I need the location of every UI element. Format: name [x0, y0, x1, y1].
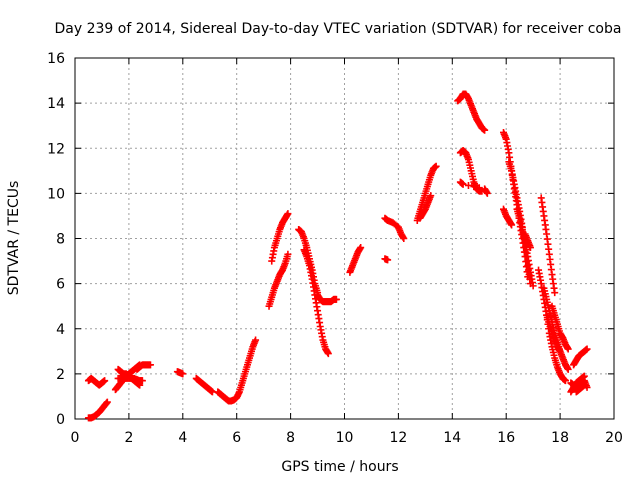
data-point	[284, 210, 292, 218]
data-point	[561, 377, 569, 385]
y-tick-label: 0	[56, 412, 65, 428]
data-point	[427, 192, 435, 200]
chart-title: Day 239 of 2014, Sidereal Day-to-day VTE…	[55, 21, 622, 37]
data-point	[146, 361, 154, 369]
data-point	[464, 181, 472, 189]
x-tick-label: 12	[389, 430, 407, 446]
x-tick-label: 0	[71, 430, 80, 446]
x-tick-label: 20	[605, 430, 623, 446]
y-tick-label: 2	[56, 367, 65, 383]
x-tick-label: 16	[497, 430, 515, 446]
y-tick-label: 6	[56, 277, 65, 293]
data-point	[357, 244, 365, 252]
y-tick-label: 16	[47, 51, 65, 67]
data-point	[529, 282, 537, 290]
data-point	[475, 184, 483, 192]
data-point	[101, 377, 109, 385]
x-tick-label: 14	[443, 430, 461, 446]
data-point	[384, 256, 392, 264]
x-tick-label: 6	[232, 430, 241, 446]
data-point	[564, 345, 572, 353]
data-point	[252, 336, 260, 344]
data-point	[432, 162, 440, 170]
y-axis-label: SDTVAR / TECUs	[6, 181, 22, 296]
data-point	[556, 347, 564, 355]
data-point	[103, 398, 111, 406]
x-tick-label: 8	[286, 430, 295, 446]
data-point	[483, 189, 491, 197]
axis-ticks: 0 2 4 6 8 10 12 14 16 18 20 0 2 4 6 8 10 12 14 16	[47, 51, 623, 446]
y-tick-label: 14	[47, 96, 65, 112]
data-point	[564, 365, 572, 373]
data-point	[526, 244, 534, 252]
y-tick-label: 12	[47, 141, 65, 157]
data-point	[551, 289, 559, 297]
data-point	[580, 381, 588, 389]
data-point	[508, 221, 516, 229]
data-point	[324, 350, 332, 358]
data-point	[583, 345, 591, 353]
y-tick-label: 8	[56, 232, 65, 248]
data-point	[332, 295, 340, 303]
y-tick-label: 4	[56, 322, 65, 338]
grid	[75, 58, 614, 419]
x-tick-label: 18	[551, 430, 569, 446]
y-tick-label: 10	[47, 186, 65, 202]
x-tick-label: 4	[178, 430, 187, 446]
data-point	[459, 180, 467, 188]
data-point	[470, 183, 478, 191]
data-point	[481, 126, 489, 134]
data-point	[400, 235, 408, 242]
data-point	[179, 370, 187, 378]
x-axis-label: GPS time / hours	[281, 459, 398, 475]
data-point	[138, 377, 146, 385]
x-tick-label: 10	[336, 430, 354, 446]
x-tick-label: 2	[124, 430, 133, 446]
data-points	[84, 90, 591, 422]
data-point	[284, 250, 292, 258]
